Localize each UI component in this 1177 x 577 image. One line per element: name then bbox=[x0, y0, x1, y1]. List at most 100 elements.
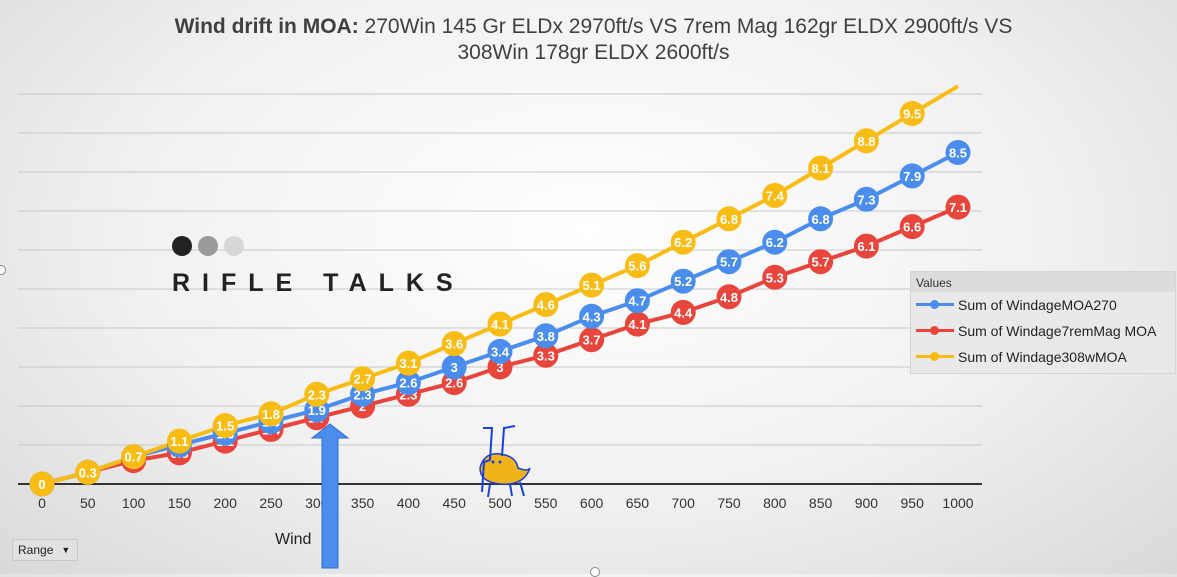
resize-handle-left[interactable] bbox=[0, 265, 6, 275]
x-tick-label: 50 bbox=[80, 495, 96, 511]
x-tick-label: 550 bbox=[534, 495, 558, 511]
legend-title: Values bbox=[911, 272, 1175, 292]
data-label: 1.9 bbox=[308, 403, 326, 418]
chart-legend[interactable]: Values Sum of WindageMOA270 Sum of Windag… bbox=[910, 271, 1176, 374]
data-point bbox=[624, 311, 650, 337]
data-label: 7.4 bbox=[766, 188, 785, 203]
data-label: 3.7 bbox=[583, 333, 601, 348]
data-point bbox=[579, 303, 605, 329]
data-point bbox=[441, 331, 467, 357]
x-tick-label: 600 bbox=[580, 495, 604, 511]
legend-marker-icon bbox=[916, 326, 954, 335]
data-label: 6.8 bbox=[720, 212, 738, 227]
data-label: 5.2 bbox=[674, 274, 692, 289]
data-point bbox=[487, 311, 513, 337]
chart-title-line2: 308Win 178gr ELDX 2600ft/s bbox=[457, 41, 730, 64]
range-filter-button[interactable]: Range ▼ bbox=[12, 539, 78, 561]
x-tick-label: 0 bbox=[38, 495, 46, 511]
legend-item[interactable]: Sum of Windage7remMag MOA bbox=[911, 318, 1175, 344]
x-tick-label: 800 bbox=[763, 495, 787, 511]
data-label: 9.5 bbox=[903, 107, 921, 122]
data-label: 4.7 bbox=[628, 294, 646, 309]
data-label: 5.7 bbox=[812, 255, 830, 270]
legend-marker-icon bbox=[916, 352, 954, 361]
x-tick-label: 500 bbox=[488, 495, 512, 511]
data-point bbox=[899, 214, 925, 240]
chart-title: Wind drift in MOA: 270Win 145 Gr ELDx 29… bbox=[0, 14, 1177, 66]
data-point bbox=[395, 350, 421, 376]
legend-item[interactable]: Sum of Windage308wMOA bbox=[911, 344, 1175, 370]
plot-area: 0.60.81.11.41.722.32.633.33.74.14.44.85.… bbox=[29, 84, 971, 497]
data-point bbox=[762, 264, 788, 290]
data-label: 8.1 bbox=[812, 161, 830, 176]
data-point bbox=[579, 327, 605, 353]
data-label: 2.6 bbox=[399, 376, 417, 391]
data-point bbox=[899, 163, 925, 189]
data-point bbox=[762, 182, 788, 208]
x-tick-label: 750 bbox=[717, 495, 741, 511]
data-point bbox=[716, 284, 742, 310]
data-label: 8.8 bbox=[857, 134, 875, 149]
logo-dots bbox=[172, 236, 465, 261]
data-point bbox=[945, 194, 971, 220]
data-label: 0.7 bbox=[125, 450, 143, 465]
data-point bbox=[304, 381, 330, 407]
data-label: 1.1 bbox=[170, 434, 188, 449]
data-point bbox=[853, 128, 879, 154]
x-tick-label: 100 bbox=[122, 495, 146, 511]
data-label: 4.1 bbox=[491, 317, 509, 332]
data-point bbox=[350, 366, 376, 392]
data-label: 8.5 bbox=[949, 146, 967, 161]
x-tick-label: 700 bbox=[672, 495, 696, 511]
x-tick-label: 350 bbox=[351, 495, 375, 511]
data-point bbox=[395, 370, 421, 396]
data-point bbox=[533, 342, 559, 368]
wind-arrow-icon bbox=[310, 423, 350, 569]
data-label: 3.3 bbox=[537, 348, 555, 363]
data-label: 6.2 bbox=[674, 235, 692, 250]
x-tick-label: 650 bbox=[626, 495, 650, 511]
data-point bbox=[624, 288, 650, 314]
legend-item-label: Sum of Windage308wMOA bbox=[958, 349, 1127, 365]
x-tick-label: 1000 bbox=[942, 495, 973, 511]
data-point bbox=[533, 292, 559, 318]
data-point bbox=[670, 299, 696, 325]
data-label: 4.1 bbox=[628, 317, 646, 332]
data-label: 3.6 bbox=[445, 337, 463, 352]
data-label: 1.5 bbox=[216, 419, 234, 434]
data-point bbox=[166, 428, 192, 454]
legend-item[interactable]: Sum of WindageMOA270 bbox=[911, 292, 1175, 318]
data-point bbox=[121, 444, 147, 470]
dropdown-arrow-icon: ▼ bbox=[61, 545, 71, 555]
data-label: 5.1 bbox=[583, 278, 601, 293]
data-point bbox=[808, 155, 834, 181]
data-label: 3.4 bbox=[491, 344, 510, 359]
data-label: 3 bbox=[496, 360, 503, 375]
legend-marker-icon bbox=[916, 300, 954, 309]
data-point bbox=[762, 229, 788, 255]
resize-handle-bottom[interactable] bbox=[590, 567, 600, 577]
data-label: 0.3 bbox=[79, 465, 97, 480]
data-label: 2.3 bbox=[308, 387, 326, 402]
data-label: 2.7 bbox=[354, 372, 372, 387]
data-label: 4.6 bbox=[537, 298, 555, 313]
range-filter-label: Range bbox=[18, 543, 54, 557]
data-label: 4.4 bbox=[674, 305, 693, 320]
data-label: 3 bbox=[451, 360, 458, 375]
data-point bbox=[808, 249, 834, 275]
data-point bbox=[853, 233, 879, 259]
legend-item-label: Sum of Windage7remMag MOA bbox=[958, 323, 1157, 339]
wind-annotation-label: Wind bbox=[275, 531, 312, 548]
data-label: 6.8 bbox=[812, 212, 830, 227]
data-point bbox=[716, 249, 742, 275]
chart-title-line1: 270Win 145 Gr ELDx 2970ft/s VS 7rem Mag … bbox=[358, 15, 1013, 38]
data-point bbox=[808, 206, 834, 232]
data-point bbox=[853, 186, 879, 212]
x-tick-label: 950 bbox=[901, 495, 925, 511]
data-point bbox=[670, 268, 696, 294]
data-point bbox=[212, 413, 238, 438]
logo-text: RIFLE TALKS bbox=[172, 269, 465, 297]
data-label: 5.6 bbox=[628, 259, 646, 274]
x-tick-label: 450 bbox=[443, 495, 467, 511]
